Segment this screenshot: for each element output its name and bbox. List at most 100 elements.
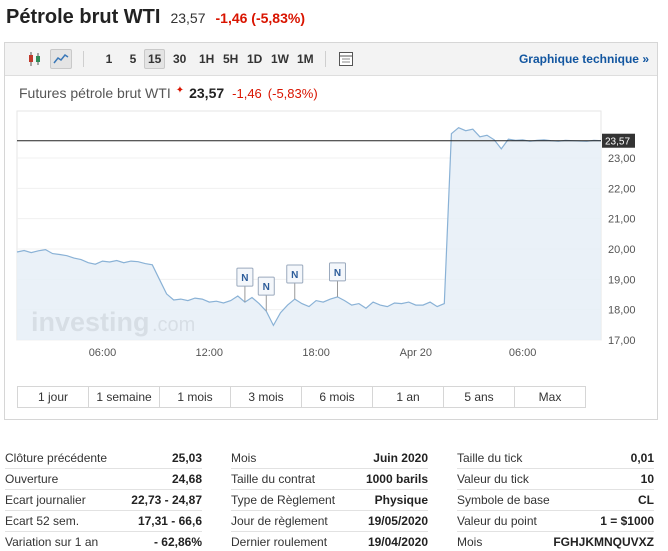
interval-button-15[interactable]: 15: [144, 49, 166, 69]
news-marker-label: N: [291, 270, 298, 281]
stat-row: Symbole de base CL: [457, 490, 654, 511]
stat-value: - 62,86%: [153, 535, 202, 549]
period-selector: 1 jour 1 semaine 1 mois 3 mois 6 mois 1 an 5 a…: [17, 386, 586, 408]
stat-value: Juin 2020: [373, 451, 428, 465]
y-tick-label: 17,00: [608, 335, 636, 347]
interval-button-5h[interactable]: 5H: [223, 52, 239, 66]
news-marker-label: N: [241, 273, 248, 284]
stat-value: 22,73 - 24,87: [131, 493, 202, 507]
last-price-badge: [602, 133, 635, 148]
stat-label: Ecart journalier: [5, 493, 86, 507]
stat-value: FGHJKMNQUVXZ: [553, 535, 654, 549]
stat-row: Valeur du point 1 = $1000: [457, 511, 654, 532]
stat-label: Taille du tick: [457, 451, 523, 465]
toolbar-separator: [325, 51, 326, 67]
candlestick-chart-icon[interactable]: [24, 49, 46, 69]
stat-row: Dernier roulement 19/04/2020: [231, 532, 428, 551]
stat-value: 10: [640, 472, 654, 486]
x-tick-label: 06:00: [89, 347, 117, 359]
chart-change-percent: (-5,83%): [267, 86, 318, 101]
toolbar-separator: [83, 51, 84, 67]
price-chart[interactable]: 17,0018,0019,0020,0021,0022,0023,00inves…: [5, 43, 657, 383]
stat-label: Valeur du tick: [457, 472, 529, 486]
x-tick-label: Apr 20: [400, 347, 432, 359]
news-marker[interactable]: [236, 267, 254, 287]
stat-value: 25,03: [171, 451, 202, 465]
period-1-semaine[interactable]: 1 semaine: [89, 387, 160, 407]
header-change: -1,46 (-5,83%): [215, 10, 305, 26]
chart-widget: 1 5 15 30 1H 5H 1D 1W 1M Graphique technique » F…: [4, 42, 658, 420]
quote-header: Pétrole brut WTI 23,57 -1,46 (-5,83%): [6, 6, 305, 32]
stat-value: 24,68: [171, 472, 202, 486]
stat-label: Variation sur 1 an: [5, 535, 99, 549]
news-marker[interactable]: [286, 264, 304, 284]
stat-label: Dernier roulement: [231, 535, 328, 549]
price-line: [16, 127, 602, 327]
news-marker[interactable]: [328, 262, 346, 282]
stat-value: 1 = $1000: [600, 514, 654, 528]
stat-row: Ouverture 24,68: [5, 469, 202, 490]
y-tick-label: 22,00: [608, 183, 636, 195]
period-5-ans[interactable]: 5 ans: [444, 387, 515, 407]
chart-toolbar: 1 5 15 30 1H 5H 1D 1W 1M Graphique technique »: [5, 43, 657, 76]
stat-row: Type de Règlement Physique: [231, 490, 428, 511]
period-max[interactable]: Max: [538, 390, 562, 404]
stat-value: 17,31 - 66,6: [137, 514, 202, 528]
news-marker-label: N: [334, 268, 341, 279]
stat-row: Ecart 52 sem. 17,31 - 66,6: [5, 511, 202, 532]
technical-chart-link[interactable]: Graphique technique »: [518, 52, 649, 66]
chart-title: Futures pétrole brut WTI ✦ 23,57 -1,46 (…: [19, 85, 318, 101]
x-tick-label: 06:00: [509, 347, 537, 359]
stat-value: Physique: [374, 493, 428, 507]
realtime-star-icon: ✦: [175, 85, 185, 96]
stat-label: Mois: [457, 535, 483, 549]
period-6-mois[interactable]: 6 mois: [302, 387, 373, 407]
stat-label: Symbole de base: [457, 493, 550, 507]
chart-change: -1,46: [232, 86, 262, 101]
stat-value: CL: [638, 493, 654, 507]
contract-stats: Clôture précédente 25,03 Ouverture 24,68 Eca…: [0, 448, 668, 551]
stat-row: Jour de règlement 19/05/2020: [231, 511, 428, 532]
chart-instrument-name: Futures pétrole brut WTI: [19, 85, 171, 101]
interval-button-1w[interactable]: 1W: [271, 52, 289, 66]
interval-button-30[interactable]: 30: [173, 52, 187, 66]
interval-button-1[interactable]: 1: [105, 52, 113, 66]
y-tick-label: 23,00: [608, 153, 636, 165]
stat-row: Valeur du tick 10: [457, 469, 654, 490]
stat-label: Valeur du point: [457, 514, 537, 528]
stat-row: Mois FGHJKMNQUVXZ: [457, 532, 654, 551]
news-marker[interactable]: [257, 276, 275, 296]
stat-value: 19/05/2020: [367, 514, 428, 528]
stat-value: 19/04/2020: [367, 535, 428, 549]
period-1-mois[interactable]: 1 mois: [160, 387, 231, 407]
stat-label: Jour de règlement: [231, 514, 328, 528]
stat-label: Ecart 52 sem.: [5, 514, 80, 528]
stat-label: Clôture précédente: [5, 451, 108, 465]
period-1-jour[interactable]: 1 jour: [18, 387, 89, 407]
y-tick-label: 18,00: [608, 305, 636, 317]
stat-row: Ecart journalier 22,73 - 24,87: [5, 490, 202, 511]
stat-value: 1000 barils: [365, 472, 428, 486]
stat-row: Taille du tick 0,01: [457, 448, 654, 469]
y-tick-label: 19,00: [608, 274, 636, 286]
stat-label: Type de Règlement: [231, 493, 336, 507]
header-price: 23,57: [170, 10, 206, 26]
period-1-an[interactable]: 1 an: [373, 387, 444, 407]
stat-label: Ouverture: [5, 472, 59, 486]
last-price-label: 23,57: [605, 137, 630, 148]
stat-row: Variation sur 1 an - 62,86%: [5, 532, 202, 551]
interval-button-1h[interactable]: 1H: [199, 52, 215, 66]
chart-price: 23,57: [189, 85, 225, 101]
table-icon[interactable]: [335, 49, 357, 69]
x-tick-label: 18:00: [302, 347, 330, 359]
stat-label: Mois: [231, 451, 257, 465]
interval-button-1m[interactable]: 1M: [297, 52, 314, 66]
x-tick-label: 12:00: [196, 347, 224, 359]
news-marker-label: N: [263, 282, 270, 293]
instrument-title: Pétrole brut WTI: [6, 6, 161, 28]
period-3-mois[interactable]: 3 mois: [231, 387, 302, 407]
stat-label: Taille du contrat: [231, 472, 316, 486]
interval-button-5[interactable]: 5: [129, 52, 137, 66]
interval-button-1d[interactable]: 1D: [247, 52, 263, 66]
area-chart-icon[interactable]: [50, 49, 72, 69]
